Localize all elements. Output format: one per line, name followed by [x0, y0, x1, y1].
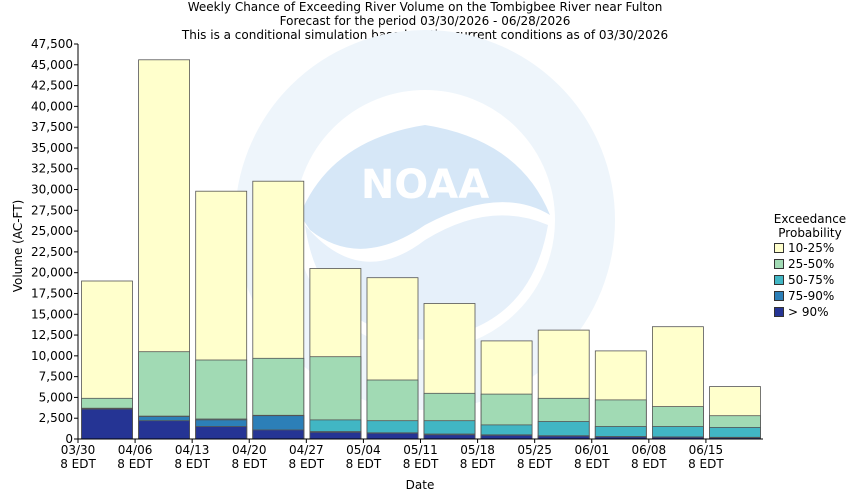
- y-tick-label: 25,000: [31, 224, 73, 238]
- legend-swatch: [774, 259, 784, 269]
- y-tick-label: 5,000: [39, 390, 73, 404]
- watermark-lower-shape: [305, 215, 548, 340]
- bar-segment: [423, 434, 476, 440]
- legend-item-label: 75-90%: [788, 289, 835, 303]
- x-tick-label-time: 8 EDT: [174, 457, 210, 471]
- y-tick-label: 32,500: [31, 162, 73, 176]
- legend-swatch: [774, 243, 784, 253]
- x-tick-label-date: 05/25: [517, 443, 552, 457]
- y-tick-label: 20,000: [31, 266, 73, 280]
- chart-title-block: Weekly Chance of Exceeding River Volume …: [0, 0, 850, 42]
- legend-item: 10-25%: [770, 240, 850, 256]
- y-tick-label: 0: [65, 432, 73, 446]
- x-tick-label-date: 04/13: [175, 443, 210, 457]
- x-tick-label-time: 8 EDT: [688, 457, 724, 471]
- legend-item: > 90%: [770, 304, 850, 320]
- x-tick-label-date: 06/15: [689, 443, 724, 457]
- y-tick-label: 2,500: [39, 411, 73, 425]
- y-tick-label: 47,500: [31, 37, 73, 51]
- bar-series-group: [81, 59, 761, 440]
- bar-segment: [366, 432, 419, 440]
- x-axis-label: Date: [405, 478, 435, 492]
- watermark-logo-text: NOAA: [361, 162, 489, 208]
- bar-segment: [81, 408, 133, 440]
- chart-title: Weekly Chance of Exceeding River Volume …: [187, 0, 663, 14]
- legend-swatch: [774, 275, 784, 285]
- watermark-bird-shape: [300, 125, 550, 249]
- x-tick-label-time: 8 EDT: [517, 457, 553, 471]
- x-tick-label-time: 8 EDT: [403, 457, 439, 471]
- y-tick-label: 37,500: [31, 120, 73, 134]
- x-tick-label-date: 04/20: [232, 443, 267, 457]
- x-tick-label-time: 8 EDT: [631, 457, 667, 471]
- y-tick-label: 7,500: [39, 370, 73, 384]
- y-tick-label: 15,000: [31, 307, 73, 321]
- x-tick-label-date: 03/30: [61, 443, 96, 457]
- legend-item: 25-50%: [770, 256, 850, 272]
- chart-axes: 0 2,500 5,000 7,500 10,000 12,500 15,000 17,500…: [31, 37, 763, 471]
- x-tick-label-date: 06/08: [632, 443, 667, 457]
- bar-segment: [252, 429, 305, 440]
- x-tick-label-time: 8 EDT: [60, 457, 96, 471]
- legend-swatch: [774, 291, 784, 301]
- y-axis-label: Volume (AC-FT): [11, 199, 25, 293]
- x-tick-label-date: 04/27: [289, 443, 324, 457]
- y-tick-label: 40,000: [31, 99, 73, 113]
- y-tick-label: 17,500: [31, 286, 73, 300]
- x-tick-label-time: 8 EDT: [231, 457, 267, 471]
- y-tick-label: 12,500: [31, 328, 73, 342]
- legend-item-label: 25-50%: [788, 257, 835, 271]
- x-tick-label-date: 05/04: [346, 443, 381, 457]
- bar-segment: [195, 426, 248, 440]
- x-tick-label-date: 04/06: [118, 443, 153, 457]
- y-tick-label: 30,000: [31, 183, 73, 197]
- legend-title: Exceedance Probability: [770, 212, 850, 240]
- bar-segment: [480, 434, 533, 440]
- legend-item-label: 50-75%: [788, 273, 835, 287]
- legend-item-label: 10-25%: [788, 241, 835, 255]
- y-tick-label: 10,000: [31, 349, 73, 363]
- y-tick-label: 35,000: [31, 141, 73, 155]
- legend-swatch: [774, 307, 784, 317]
- bar-segment: [138, 420, 191, 440]
- y-tick-label: 42,500: [31, 79, 73, 93]
- chart-subtitle-period: Forecast for the period 03/30/2026 - 06/…: [279, 14, 571, 28]
- x-tick-label-date: 05/18: [460, 443, 495, 457]
- legend-item: 50-75%: [770, 272, 850, 288]
- x-tick-label-date: 06/01: [574, 443, 609, 457]
- y-tick-label: 27,500: [31, 203, 73, 217]
- legend-item: 75-90%: [770, 288, 850, 304]
- legend-title-line2: Probability: [778, 226, 842, 240]
- y-tick-label: 22,500: [31, 245, 73, 259]
- x-tick-label-time: 8 EDT: [346, 457, 382, 471]
- y-tick-label: 45,000: [31, 58, 73, 72]
- x-tick-label-date: 05/11: [403, 443, 438, 457]
- bar-segment: [309, 431, 362, 440]
- legend: Exceedance Probability 10-25% 25-50% 50-…: [770, 212, 850, 320]
- x-tick-label-time: 8 EDT: [574, 457, 610, 471]
- x-tick-label-time: 8 EDT: [289, 457, 325, 471]
- x-tick-label-time: 8 EDT: [117, 457, 153, 471]
- legend-item-label: > 90%: [788, 305, 829, 319]
- legend-title-line1: Exceedance: [773, 212, 847, 226]
- x-tick-label-time: 8 EDT: [460, 457, 496, 471]
